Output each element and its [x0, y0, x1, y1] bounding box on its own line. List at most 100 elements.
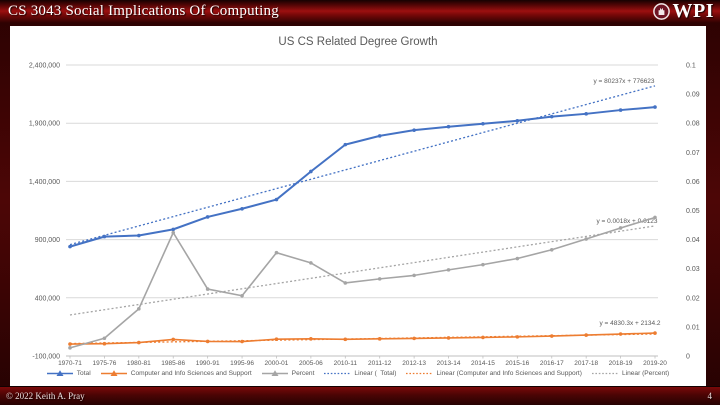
left-axis-tick-label: 1,400,000: [29, 179, 60, 186]
data-point: [274, 250, 279, 255]
data-point: [549, 334, 554, 338]
series-line: [69, 216, 656, 349]
trendline: [69, 225, 656, 316]
data-point: [68, 342, 72, 346]
header-bar: CS 3043 Social Implications Of Computing…: [0, 0, 720, 23]
data-point: [205, 339, 210, 344]
data-point: [102, 336, 107, 341]
legend-dotted-line-icon: [406, 372, 433, 374]
legend-item: Total: [46, 369, 91, 378]
right-axis-tick-label: 0.09: [686, 92, 700, 99]
data-point: [377, 337, 382, 341]
data-point: [412, 273, 416, 278]
data-point: [584, 333, 588, 337]
data-point: [653, 215, 657, 220]
legend-item: Computer and Info Sciences and Support: [100, 369, 252, 378]
page-number: 4: [707, 391, 713, 401]
data-point: [549, 114, 554, 119]
x-axis-label: 2005-06: [299, 360, 323, 366]
trendline-equation: y = 4830.3x + 2134.2: [599, 320, 660, 327]
x-axis-label: 1985-86: [161, 360, 185, 366]
data-point: [137, 340, 141, 345]
x-axis-label: 2012-13: [402, 360, 426, 366]
data-point: [274, 337, 279, 342]
data-point: [515, 118, 520, 123]
data-point: [137, 233, 141, 238]
wpi-logo-text: WPI: [672, 0, 714, 22]
x-axis-label: 2018-19: [609, 360, 633, 366]
data-point: [137, 307, 141, 311]
data-point: [68, 244, 72, 249]
legend-label: Linear (Percent): [621, 369, 670, 377]
data-point: [274, 197, 279, 202]
data-point: [240, 339, 244, 344]
series-line: [69, 106, 656, 248]
trendline-equation: y = 80237x + 776623: [593, 78, 654, 85]
slide-title: CS 3043 Social Implications Of Computing: [8, 3, 279, 19]
legend-item: Linear (Percent): [591, 369, 670, 378]
x-axis-label: 2010-11: [334, 360, 358, 366]
data-point: [584, 112, 588, 116]
data-point: [240, 293, 244, 298]
x-axis-label: 2014-15: [471, 360, 495, 366]
right-axis-tick-label: 0.03: [686, 266, 700, 273]
data-point: [171, 227, 176, 232]
legend-label: Linear ( Total): [354, 369, 397, 377]
right-axis-tick-label: 0.05: [686, 208, 700, 215]
data-point: [618, 332, 623, 336]
data-point: [412, 128, 416, 132]
x-axis-label: 1970-71: [58, 360, 82, 366]
data-point: [102, 341, 107, 346]
x-axis-label: 2011-12: [368, 360, 392, 366]
degree-growth-chart: 2,400,000 1,900,000 1,400,000 900,000 400,00…: [29, 63, 700, 367]
x-axis-label: 2019-20: [643, 360, 667, 366]
x-axis-label: 1995-96: [230, 360, 254, 366]
copyright-text: © 2022 Keith A. Pray: [6, 391, 85, 401]
legend-label: Linear (Computer and Info Sciences and S…: [436, 369, 582, 377]
data-point: [618, 226, 623, 230]
data-point: [343, 337, 348, 342]
wpi-logo: WPI: [652, 0, 715, 23]
data-point: [171, 337, 176, 342]
data-point: [102, 234, 107, 239]
legend-item: Percent: [261, 369, 315, 378]
data-point: [377, 134, 382, 138]
legend-line-marker-icon: [261, 369, 288, 376]
right-axis-tick-label: 0.08: [686, 121, 700, 128]
trendline-equation: y = 0.0018x + 0.0123: [596, 218, 657, 225]
data-point: [446, 336, 451, 340]
right-axis-tick-label: 0.06: [686, 179, 700, 186]
legend-dotted-line-icon: [324, 372, 351, 374]
wpi-seal-icon: [652, 3, 670, 20]
data-point: [343, 142, 348, 147]
data-point: [309, 169, 313, 174]
data-point: [653, 105, 657, 109]
legend-label: Percent: [291, 369, 315, 377]
data-point: [343, 281, 348, 285]
data-point: [515, 256, 520, 261]
footer-bar: © 2022 Keith A. Pray 4: [0, 386, 720, 405]
chart-title: US CS Related Degree Growth: [278, 36, 438, 48]
data-point: [446, 124, 451, 129]
data-point: [309, 261, 313, 265]
legend-label: Computer and Info Sciences and Support: [130, 369, 252, 377]
legend-dotted-line-icon: [591, 372, 618, 374]
data-point: [481, 262, 485, 267]
data-point: [618, 108, 623, 112]
left-axis-tick-label: 400,000: [35, 295, 60, 302]
x-axis-label: 1975-76: [92, 360, 116, 366]
left-axis-tick-label: 900,000: [35, 237, 60, 244]
x-axis-label: 1980-81: [127, 360, 151, 366]
left-axis-tick-label: 2,400,000: [29, 63, 60, 70]
x-axis-label: 2015-16: [505, 360, 529, 366]
legend-item: Linear ( Total): [324, 369, 396, 378]
data-point: [412, 336, 416, 341]
legend-line-marker-icon: [46, 369, 73, 376]
data-point: [240, 206, 244, 211]
data-point: [653, 331, 657, 335]
data-point: [171, 230, 176, 235]
trendline: [69, 85, 656, 246]
legend-item: Linear (Computer and Info Sciences and S…: [406, 369, 582, 378]
data-point: [309, 337, 313, 341]
